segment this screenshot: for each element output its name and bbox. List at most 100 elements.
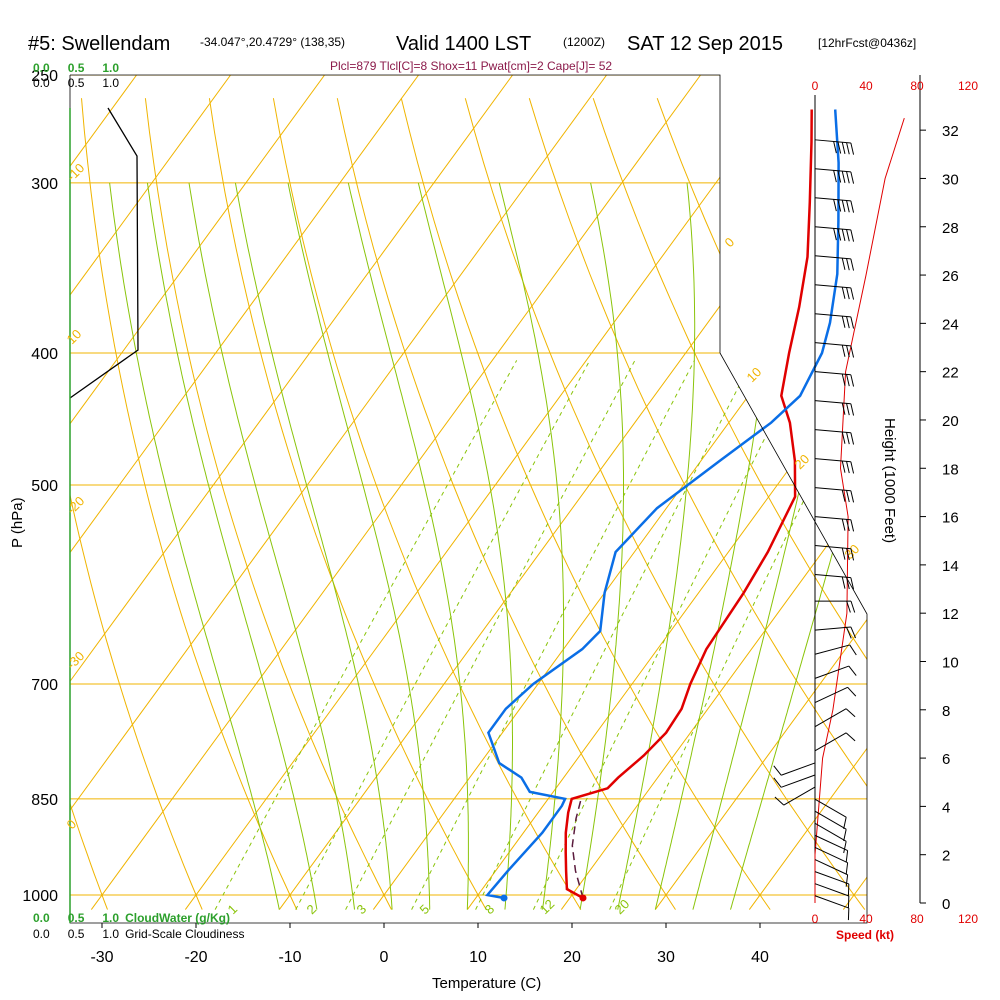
wind-barb — [814, 871, 850, 896]
moist-adiabat-line — [109, 182, 280, 910]
wind-barb-flag — [846, 548, 850, 561]
wind-barb — [814, 732, 856, 752]
wind-barb-flag — [846, 171, 850, 184]
cloudiness-scale-top: 0.0 0.5 1.0 — [33, 76, 119, 90]
wind-barb — [814, 665, 857, 679]
wind-barb-flag — [850, 548, 855, 561]
wind-barb-flag — [841, 315, 846, 328]
right-panel: 0246810121416182022242628303200404080801… — [773, 75, 978, 926]
wind-barb-staff — [781, 762, 816, 776]
wind-barb-flag — [841, 460, 846, 473]
wind-barb-flag — [847, 686, 857, 697]
wind-barb — [814, 371, 855, 387]
wind-barb-flag — [850, 258, 855, 271]
wind-barb-staff — [814, 545, 851, 550]
height-tick-label: 28 — [942, 220, 959, 237]
wind-barb-staff — [814, 284, 851, 289]
height-tick-label: 14 — [942, 558, 959, 575]
wind-barb-staff — [814, 429, 851, 434]
dry-adiabat-line — [70, 98, 108, 910]
x-tick-label: 10 — [469, 949, 487, 966]
wind-barb-staff — [814, 197, 851, 202]
wind-barb-staff — [814, 846, 848, 864]
wind-barb-flag — [846, 403, 850, 416]
title-coords: -34.047°,20.4729° (138,35) — [200, 35, 345, 49]
wind-barb-flag — [833, 141, 837, 154]
wind-barb-flag — [846, 287, 850, 300]
isotherm-line — [70, 75, 138, 910]
wind-barb-flag — [841, 171, 846, 183]
wind-barb — [815, 600, 856, 613]
wind-barb-flag — [846, 600, 851, 613]
moist-adiabat-line — [617, 182, 696, 910]
wind-barb-staff — [814, 895, 849, 909]
wind-barb-staff — [814, 226, 851, 231]
x-tick-label: 0 — [380, 949, 389, 966]
p-tick-label: 250 — [31, 68, 58, 85]
moist-adiabat-label: 12 — [537, 896, 558, 917]
isotherm-line — [560, 75, 867, 910]
height-tick-label: 22 — [942, 365, 959, 382]
wind-barb — [814, 574, 855, 590]
wind-barb-staff — [783, 786, 816, 806]
wind-speed-tick-bottom: 120 — [958, 912, 978, 926]
dry-adiabat-line — [208, 98, 487, 910]
wind-barb-staff — [814, 686, 848, 703]
wind-barb-flag — [850, 490, 855, 503]
dry-adiabat-line — [144, 98, 392, 910]
wind-barb — [814, 798, 847, 829]
wind-barb-flag — [845, 874, 849, 887]
wind-barb-flag — [849, 644, 857, 656]
p-tick-label: 700 — [31, 677, 58, 694]
isotherm-line — [70, 75, 608, 910]
wind-barb-flag — [850, 142, 855, 155]
title-date: SAT 12 Sep 2015 — [627, 33, 783, 55]
wind-barb-flag — [841, 431, 846, 444]
wind-barb-flag — [846, 490, 850, 503]
wind-barb-flag — [850, 374, 855, 387]
moist-adiabat-label: 3 — [354, 901, 370, 917]
cloudiness-profile-line — [69, 107, 139, 399]
wind-speed-tick-bottom: 0 — [812, 912, 819, 926]
wind-barb-flag — [850, 461, 855, 474]
wind-barb-flag — [837, 141, 842, 154]
y-axis-title: P (hPa) — [9, 497, 26, 548]
isotherm-line — [70, 75, 232, 910]
wind-barb — [814, 895, 850, 921]
wind-barb — [814, 400, 855, 416]
isotherm-line — [937, 75, 1000, 910]
wind-barb — [814, 822, 847, 854]
mixing-ratio-line — [411, 360, 695, 910]
wind-barb-staff — [814, 168, 851, 173]
isotherm-line — [70, 75, 420, 910]
wind-speed-tick-top: 0 — [812, 79, 819, 93]
moist-adiabat-line — [417, 182, 513, 910]
wind-barb-staff — [814, 313, 851, 318]
wind-barb-staff — [781, 774, 816, 788]
title-utc: (1200Z) — [563, 35, 605, 49]
wind-barb-staff — [814, 516, 851, 521]
wind-barb-staff — [814, 644, 850, 655]
wind-barb-flag — [841, 373, 846, 386]
height-tick-label: 26 — [942, 268, 959, 285]
wind-barb-flag — [850, 403, 855, 416]
wind-barb-flag — [846, 142, 850, 155]
x-tick-label: -10 — [278, 949, 301, 966]
parcel-line — [571, 798, 584, 899]
wind-barb-flag — [850, 519, 855, 532]
wind-barb — [814, 429, 855, 445]
height-tick-label: 30 — [942, 171, 959, 188]
moist-adiabat-line — [287, 182, 431, 910]
wind-barb-flag — [850, 345, 855, 358]
x-axis-title: Temperature (C) — [432, 975, 541, 992]
wind-barb — [814, 168, 855, 184]
wind-barb-flag — [833, 170, 837, 183]
moist-adiabat-line — [234, 182, 393, 910]
wind-barb — [814, 487, 855, 503]
height-axis-title: Height (1000 Feet) — [881, 418, 898, 543]
dry-adiabat-line — [70, 98, 203, 910]
surface-dewpoint-marker — [500, 894, 508, 902]
temperature-line — [564, 109, 813, 900]
x-tick-label: 20 — [563, 949, 581, 966]
wind-barb — [814, 686, 857, 703]
